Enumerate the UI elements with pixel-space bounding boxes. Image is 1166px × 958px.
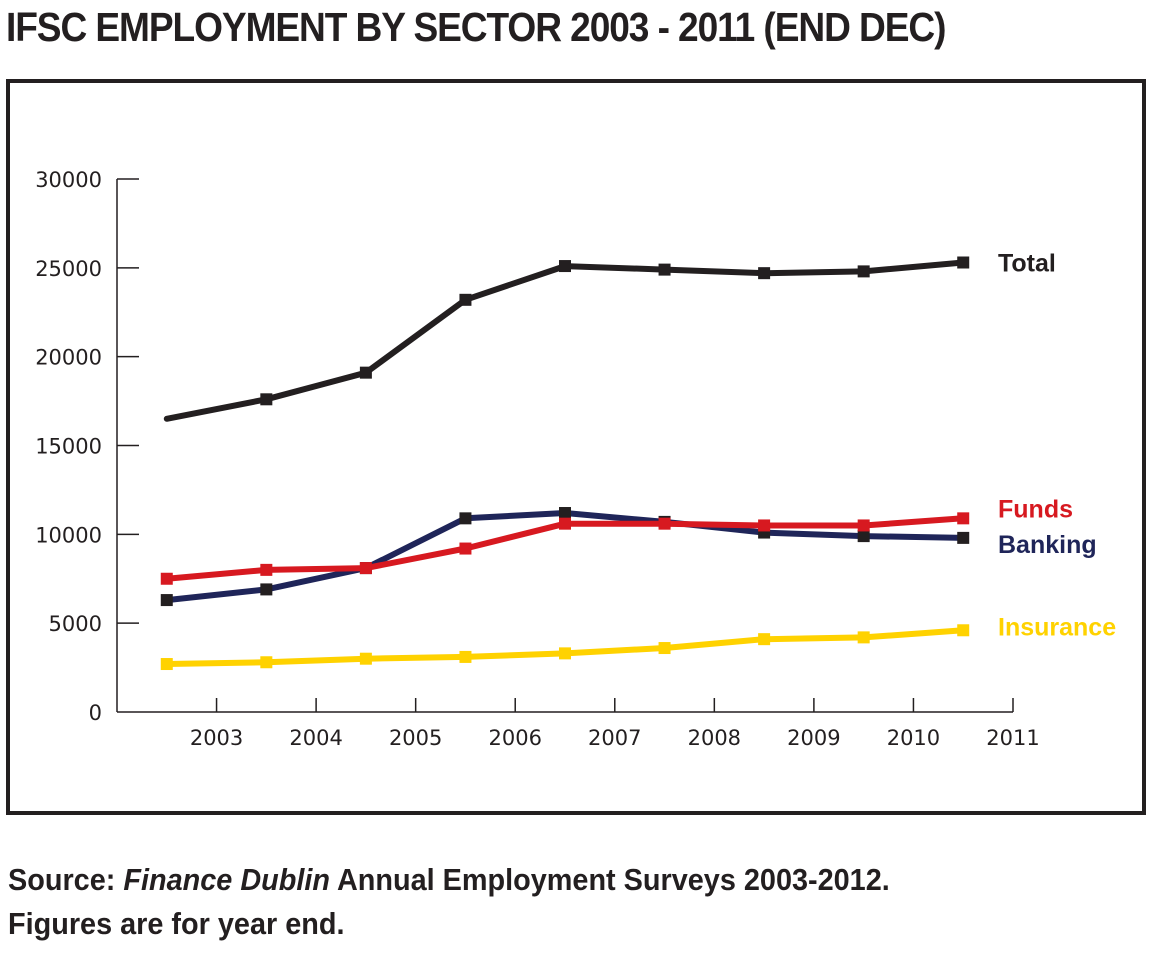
- legend-label-total: Total: [998, 250, 1056, 278]
- y-tick-label: 15000: [35, 435, 102, 459]
- y-tick-label: 25000: [35, 257, 102, 281]
- x-tick-label: 2007: [588, 726, 641, 750]
- source-note: Source: Finance Dublin Annual Employment…: [8, 858, 890, 946]
- legend: Total Funds Banking Insurance: [998, 250, 1116, 642]
- data-point-insurance: [957, 624, 970, 637]
- y-tick-label: 30000: [35, 168, 102, 192]
- data-point-insurance: [459, 650, 472, 663]
- data-point-funds: [758, 519, 771, 532]
- series-total: [163, 256, 970, 422]
- data-point-total: [459, 293, 472, 306]
- series-insurance: [160, 624, 970, 671]
- data-point-funds: [658, 517, 671, 530]
- data-point-banking: [559, 507, 571, 520]
- data-point-banking: [957, 531, 970, 544]
- data-point-funds: [359, 562, 372, 575]
- data-point-banking: [459, 512, 472, 525]
- legend-label-banking: Banking: [998, 531, 1097, 559]
- data-point-insurance: [559, 647, 571, 660]
- data-point-total: [658, 263, 671, 276]
- data-point-total: [559, 260, 571, 273]
- x-tick-label: 2011: [986, 726, 1039, 750]
- chart-title: IFSC EMPLOYMENT BY SECTOR 2003 - 2011 (E…: [6, 4, 946, 50]
- year-end-note: Figures are for year end.: [8, 906, 345, 941]
- source-rest: Annual Employment Surveys 2003-2012.: [336, 862, 890, 897]
- data-point-total: [857, 265, 870, 278]
- data-point-total: [260, 393, 273, 406]
- data-point-funds: [559, 517, 571, 530]
- data-point-banking: [260, 583, 273, 596]
- series-funds: [160, 512, 970, 585]
- y-tick-label: 10000: [35, 523, 102, 547]
- data-point-banking: [160, 594, 173, 607]
- y-axis-ticks: 0 5000 10000 15000 20000 25000 30000: [35, 168, 139, 725]
- data-point-total: [957, 256, 970, 269]
- legend-label-funds: Funds: [998, 495, 1073, 523]
- data-point-total: [359, 366, 372, 379]
- x-axis-ticks: 2003 2004 2005 2006 2007 2008 2009 2010 2011: [190, 698, 1040, 750]
- data-point-insurance: [260, 656, 273, 669]
- x-tick-label: 2008: [688, 726, 741, 750]
- x-tick-label: 2006: [488, 726, 541, 750]
- series-lines: [160, 256, 970, 671]
- source-publication: Finance Dublin: [123, 862, 330, 897]
- data-point-banking: [857, 530, 870, 543]
- data-point-funds: [857, 519, 870, 532]
- data-point-insurance: [658, 642, 671, 655]
- source-line: Source: Finance Dublin Annual Employment…: [8, 858, 890, 902]
- series-line-total: [163, 259, 967, 422]
- data-point-funds: [160, 572, 173, 585]
- x-tick-label: 2005: [389, 726, 442, 750]
- data-point-insurance: [758, 633, 771, 646]
- data-point-funds: [459, 542, 472, 555]
- data-point-funds: [260, 563, 273, 576]
- legend-label-insurance: Insurance: [998, 613, 1116, 641]
- x-tick-label: 2009: [787, 726, 840, 750]
- data-point-funds: [957, 512, 970, 525]
- y-tick-label: 5000: [49, 612, 102, 636]
- x-tick-label: 2004: [289, 726, 342, 750]
- y-tick-label: 0: [89, 701, 102, 725]
- axes: [116, 179, 1013, 713]
- chart-frame: [6, 79, 1146, 815]
- x-tick-label: 2003: [190, 726, 243, 750]
- data-point-insurance: [359, 652, 372, 665]
- source-label: Source:: [8, 862, 116, 897]
- data-point-total: [758, 267, 771, 280]
- y-tick-label: 20000: [35, 346, 102, 370]
- data-point-insurance: [160, 658, 173, 671]
- x-tick-label: 2010: [887, 726, 940, 750]
- data-point-insurance: [857, 631, 870, 644]
